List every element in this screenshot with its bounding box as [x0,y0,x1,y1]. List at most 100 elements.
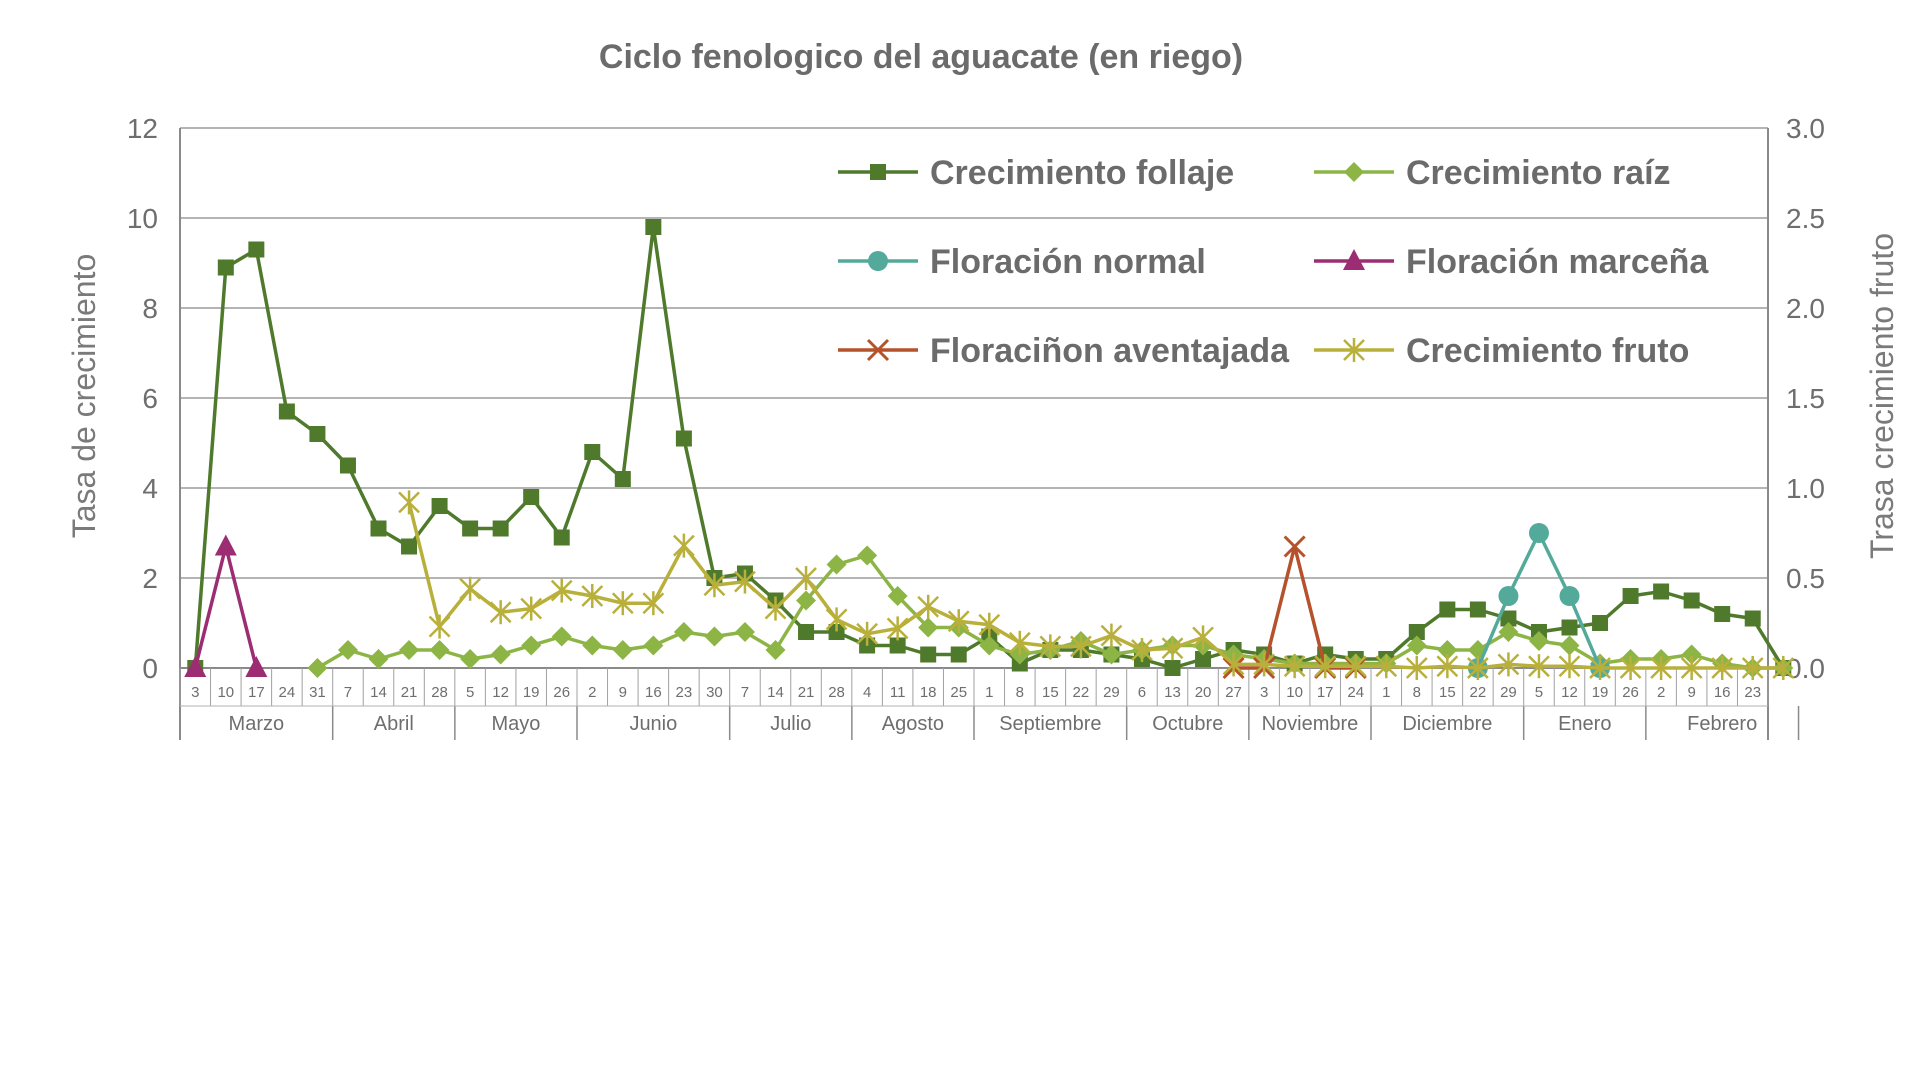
month-label: Febrero [1687,713,1757,735]
x-tick-label: 30 [706,684,723,701]
x-tick-label: 12 [492,684,509,701]
series-lines [184,219,1795,680]
x-tick-label: 3 [191,684,199,701]
chart-title: Ciclo fenologico del aguacate (en riego) [599,38,1243,76]
legend-marker [866,338,890,362]
legend-marker [870,164,886,180]
x-tick-label: 27 [1225,684,1242,701]
data-point [611,591,634,616]
x-tick-label: 23 [676,684,693,701]
data-point [828,624,845,640]
x-tick-label: 26 [1622,684,1639,701]
x-tick-label: 9 [619,684,627,701]
x-tick-label: 21 [798,684,815,701]
data-point [248,241,265,258]
y2-tick-label: 2.0 [1786,293,1825,324]
data-point [1498,622,1519,642]
data-point [1653,583,1670,600]
data-point [523,489,540,505]
data-point [978,612,1001,637]
data-point [462,520,479,537]
data-point [490,644,511,665]
data-point [584,444,601,460]
data-point [214,534,237,556]
series-line [407,501,1784,670]
x-tick-label: 10 [217,684,234,701]
data-point [370,520,387,537]
data-point [1619,656,1642,680]
legend-marker [868,251,888,271]
data-point [614,471,631,487]
y-axis-label: Tasa de crecimiento [66,254,102,539]
data-point [1497,652,1520,677]
data-point [492,520,509,537]
month-label: Diciembre [1402,713,1492,735]
x-tick-label: 3 [1260,684,1268,701]
data-point [1406,635,1427,656]
y-tick-label: 0 [142,653,158,684]
x-tick-label: 14 [767,684,784,701]
data-point [1528,654,1550,679]
month-label: Noviembre [1262,713,1359,735]
data-point [1408,624,1425,640]
data-point [550,578,573,603]
data-point [857,545,878,566]
data-point [917,594,940,619]
data-point [673,622,694,642]
data-point [368,649,389,669]
x-tick-label: 2 [1657,684,1665,701]
x-tick-label: 16 [1714,684,1731,701]
data-point [1436,654,1459,679]
x-tick-label: 6 [1138,684,1146,701]
data-point [489,600,512,625]
data-point [307,658,328,678]
x-tick-label: 13 [1164,684,1181,701]
data-point [339,457,356,474]
data-point [217,259,234,276]
data-point [1469,601,1486,618]
x-tick-label: 24 [279,684,296,701]
data-point [553,529,570,546]
legend: Crecimiento follaje Crecimiento raíz Flora… [838,154,1709,370]
legend-marker [1343,249,1365,270]
legend-item: Floración normal [838,243,1206,281]
data-point [1039,634,1062,659]
month-label: Abril [374,713,414,735]
data-point [1101,644,1122,665]
month-label: Marzo [229,713,285,735]
y-tick-label: 6 [142,383,158,414]
data-point [1680,656,1703,680]
data-point [1344,654,1367,679]
x-tick-label: 17 [248,684,265,701]
month-label: Julio [770,713,811,735]
data-point [1528,523,1549,543]
x-tick-label: 5 [1535,684,1543,701]
data-point [1222,652,1245,677]
data-point [1375,654,1398,679]
data-point [1405,656,1428,680]
data-point [947,609,970,634]
data-point [1467,656,1489,680]
data-point [918,617,939,638]
month-label: Junio [629,713,677,735]
y-tick-label: 10 [127,203,158,234]
data-point [673,533,695,558]
data-point [337,640,358,660]
x-tick-label: 8 [1413,684,1421,701]
data-point [1195,651,1212,667]
series-floracio-n-marcen-a [184,534,268,677]
data-point [1744,610,1761,627]
data-point [582,635,603,656]
grid [180,127,1768,669]
data-point [1498,586,1519,606]
data-point [431,498,448,514]
x-tick-label: 21 [401,684,418,701]
data-point [675,430,692,447]
x-tick-label: 22 [1073,684,1090,701]
y2-tick-label: 1.0 [1786,473,1825,504]
legend-item: Floración marceña [1314,243,1709,281]
data-point [1741,656,1764,680]
legend-label: Crecimiento fruto [1406,332,1689,370]
x-tick-label: 19 [523,684,540,701]
